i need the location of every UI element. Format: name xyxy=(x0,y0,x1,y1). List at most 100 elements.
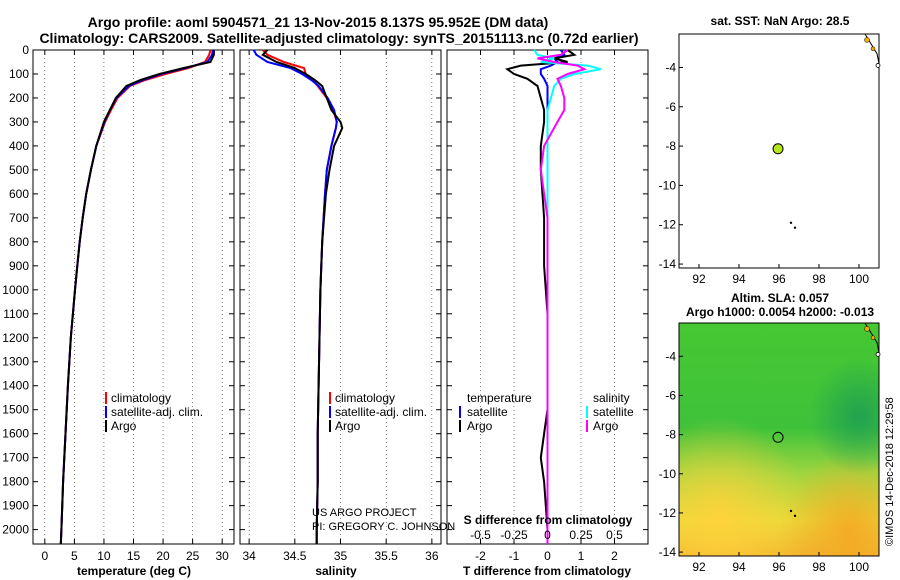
difference-legend-salinity: salinity satellite Argo xyxy=(586,391,634,433)
sla_map-x-tick-label: 100 xyxy=(849,560,869,574)
sst_map-x-tick-label: 100 xyxy=(849,272,869,286)
sst_map-float-point xyxy=(793,226,797,229)
difference-top-tick-label: 0.25 xyxy=(569,528,593,542)
depth-tick-label: 1000 xyxy=(2,283,29,297)
depth-tick-label: 1400 xyxy=(2,379,29,393)
difference-top-tick-label: 0.5 xyxy=(606,528,623,542)
salinity-x-tick-label: 35 xyxy=(334,549,348,563)
sst_map-island xyxy=(875,63,881,68)
sst_map-x-tick-label: 98 xyxy=(812,272,826,286)
sst_map-float-marker xyxy=(772,143,784,155)
legend-temperature-heading: temperature xyxy=(467,391,532,405)
depth-tick-label: 1700 xyxy=(2,451,29,465)
difference-series-salinity-argo xyxy=(537,49,588,544)
salinity-axis-label: salinity xyxy=(315,564,357,578)
temperature-x-tick-label: 20 xyxy=(156,549,170,563)
imos-watermark: ©IMOS 14-Dec-2018 12:29:58 xyxy=(884,397,896,546)
temperature-x-tick-label: 15 xyxy=(127,549,141,563)
sla_map-float-point xyxy=(793,514,797,518)
temperature-series-argo xyxy=(59,50,215,545)
project-credit: US ARGO PROJECT xyxy=(312,507,417,519)
difference-top-tick-label: -0.5 xyxy=(470,528,491,542)
legend-satellite-label: satellite-adj. clim. xyxy=(335,405,427,419)
sla_map-y-tick-label: -10 xyxy=(659,467,677,481)
temperature-x-tick-label: 5 xyxy=(71,549,78,563)
figure-title-line2: Climatology: CARS2009. Satellite-adjuste… xyxy=(39,30,638,46)
sst_map-y-tick-label: -10 xyxy=(659,178,677,192)
temperature-legend: climatology satellite-adj. clim. Argo xyxy=(105,391,203,433)
sla_map-y-tick-label: -4 xyxy=(665,349,676,363)
depth-tick-label: 500 xyxy=(9,163,29,177)
sla-map-title: Altim. SLA: 0.057 xyxy=(731,291,829,305)
sla_map-island xyxy=(870,335,876,340)
depth-tick-label: 1300 xyxy=(2,355,29,369)
depth-tick-label: 700 xyxy=(9,211,29,225)
difference-series-temperature-argo xyxy=(505,49,577,544)
s-difference-label: S difference from climatology xyxy=(464,513,633,527)
temperature-x-tick-label: 30 xyxy=(215,549,229,563)
sst_map-x-tick-label: 94 xyxy=(732,272,746,286)
salinity-x-tick-label: 34.5 xyxy=(283,549,307,563)
sla_map-float-marker xyxy=(772,431,784,443)
sla_map-y-tick-label: -12 xyxy=(659,506,677,520)
sla_map-x-tick-label: 94 xyxy=(732,560,746,574)
sla-map-subtitle: Argo h1000: 0.0054 h2000: -0.013 xyxy=(686,305,874,319)
sla_map-y-tick-label: -6 xyxy=(665,388,676,402)
difference-x-tick-label: 0 xyxy=(544,549,551,563)
salinity-x-tick-label: 36 xyxy=(425,549,439,563)
pi-credit: PI: GREGORY C. JOHNSON xyxy=(312,521,455,533)
sst-map-title: sat. SST: NaN Argo: 28.5 xyxy=(711,14,850,28)
difference-x-tick-label: -2 xyxy=(475,549,486,563)
legend-argo-label: Argo xyxy=(335,419,361,433)
depth-tick-label: 600 xyxy=(9,187,29,201)
legend-s-satellite-label: satellite xyxy=(593,405,634,419)
depth-tick-label: 2000 xyxy=(2,523,29,537)
temperature-axis-label: temperature (deg C) xyxy=(77,564,191,578)
temperature-x-tick-label: 0 xyxy=(41,549,48,563)
difference-axis-label: T difference from climatology xyxy=(463,564,631,578)
legend-s-argo-label: Argo xyxy=(593,419,619,433)
legend-argo-label: Argo xyxy=(111,419,137,433)
depth-tick-label: 1200 xyxy=(2,331,29,345)
difference-top-tick-label: -0.25 xyxy=(500,528,528,542)
temperature-x-tick-label: 10 xyxy=(97,549,111,563)
depth-tick-label: 1100 xyxy=(3,307,29,321)
sst_map-float-point xyxy=(789,221,793,224)
depth-tick-label: 0 xyxy=(22,43,29,57)
sst_map-y-tick-label: -8 xyxy=(665,139,676,153)
difference-top-tick-label: 0 xyxy=(544,528,551,542)
sst_map-x-tick-label: 92 xyxy=(692,272,706,286)
sst_map-y-tick-label: -14 xyxy=(659,257,677,271)
depth-tick-label: 1600 xyxy=(2,427,29,441)
salinity-x-tick-label: 34 xyxy=(242,549,256,563)
salinity-x-tick-label: 35.5 xyxy=(375,549,399,563)
depth-tick-label: 400 xyxy=(9,139,29,153)
difference-x-tick-label: 2 xyxy=(611,549,618,563)
depth-tick-label: 200 xyxy=(9,91,29,105)
temperature-x-tick-label: 25 xyxy=(186,549,200,563)
figure-title-line1: Argo profile: aoml 5904571_21 13-Nov-201… xyxy=(88,14,549,30)
difference-x-tick-label: 1 xyxy=(578,549,585,563)
sst_map-y-tick-label: -6 xyxy=(665,100,676,114)
depth-tick-label: 1900 xyxy=(2,499,29,513)
difference-x-tick-label: -1 xyxy=(509,549,520,563)
depth-tick-label: 900 xyxy=(9,259,29,273)
sst_map-island xyxy=(870,46,876,51)
legend-salinity-heading: salinity xyxy=(593,391,630,405)
legend-t-satellite-label: satellite xyxy=(467,405,508,419)
salinity-legend: climatology satellite-adj. clim. Argo xyxy=(329,391,427,433)
salinity-series-argo xyxy=(261,49,344,544)
sla-heatmap-anomaly xyxy=(679,323,879,556)
legend-t-argo-label: Argo xyxy=(467,419,493,433)
sla_map-float-point xyxy=(789,509,793,513)
sla_map-x-tick-label: 96 xyxy=(772,560,786,574)
depth-tick-label: 1800 xyxy=(2,475,29,489)
sst_map-x-tick-label: 96 xyxy=(772,272,786,286)
depth-tick-label: 100 xyxy=(9,67,29,81)
depth-tick-label: 300 xyxy=(9,115,29,129)
depth-tick-label: 1500 xyxy=(2,403,29,417)
sla_map-x-tick-label: 92 xyxy=(692,560,706,574)
difference-legend-temperature: temperature satellite Argo xyxy=(459,391,532,433)
legend-climatology-label: climatology xyxy=(111,391,171,405)
sst_map-y-tick-label: -12 xyxy=(659,218,677,232)
